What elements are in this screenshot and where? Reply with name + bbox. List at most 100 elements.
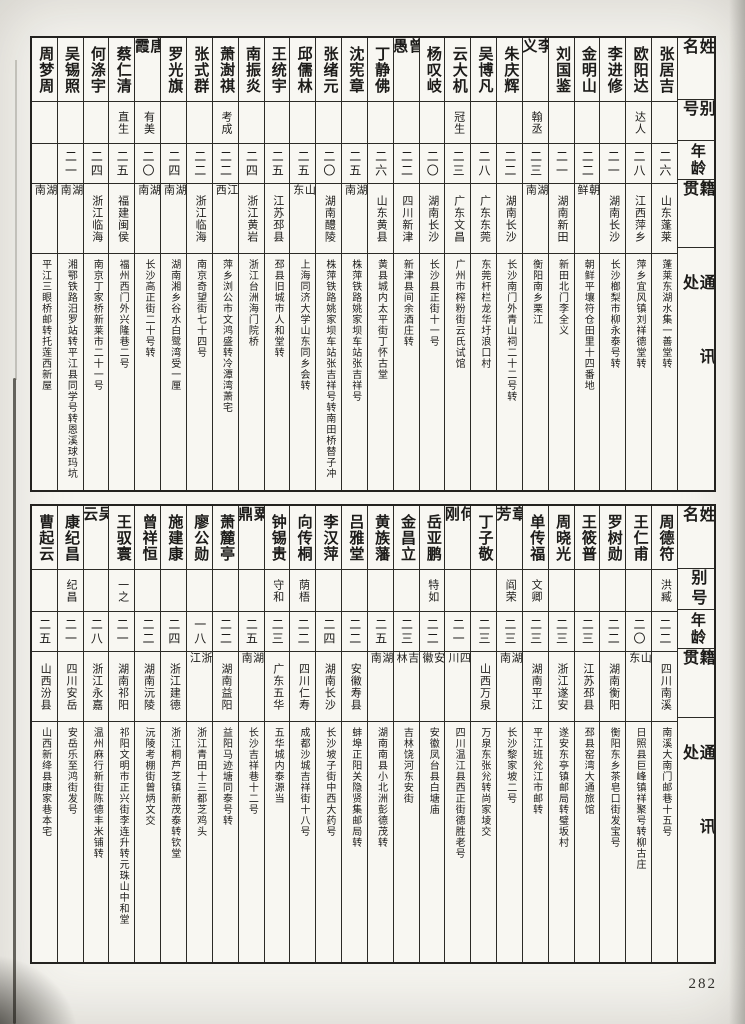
entry-name: 周德符 [657,513,674,562]
entry-native-place-cell: 福建闽侯 [109,184,135,254]
entry-address: 浙江桐芦芝镇新茂泰转钦堂 [168,727,180,859]
directory-entry-column: 罗光旗 二四 湖南 湖南湘乡谷水白鹭湾受一厘 [160,38,186,490]
entry-age: 二二 [347,617,362,646]
entry-alias: 考成 [220,110,232,135]
entry-address-cell: 五华城内泰源当 [265,722,290,962]
entry-alias-cell [342,570,367,612]
entry-address-cell: 万泉东张兊转尚家堎交 [471,722,496,962]
entry-native-place-cell: 湖南 [161,184,186,254]
directory-entry-column: 金昌立 二三 吉林 吉林饶河东安街 [392,506,419,962]
entry-native-place: 浙江建德 [168,662,181,711]
directory-entry-column: 章芳 阎荣 二三 湖南 长沙黎家坡二号 [496,506,522,962]
entry-address: 湖南湘乡谷水白鹭湾受一厘 [168,259,180,391]
entry-name: 金明山 [579,45,596,94]
entry-address-cell: 安徽凤台县白塘庙 [420,722,445,962]
entry-name: 钟锡贵 [269,513,286,562]
entry-address-cell: 长沙吉祥巷十二号 [239,722,264,962]
entry-alias-cell [367,102,393,144]
entry-alias-cell [548,102,574,144]
entry-native-place-cell: 山东 [626,652,652,722]
entry-alias-cell [393,102,419,144]
entry-address-cell: 湘鄂铁路汨罗站转平江县同学号转恩溪球玛坑 [58,254,83,490]
entry-native-place-cell: 湖南长沙 [497,184,522,254]
entry-native-place: 四川新津 [400,194,413,243]
entry-age: 二一 [451,617,466,646]
entry-alias-cell [497,102,522,144]
entry-alias-cell [186,102,212,144]
entry-native-place: 浙江临海 [90,194,103,243]
entry-address: 上海同济大学山东同乡会转 [298,259,310,391]
entry-age: 二八 [476,149,491,178]
directory-entry-column: 沈宪章 二五 湖南 株萍铁路姚家坝车站张吉祥号 [341,38,367,490]
entry-address: 新津县间余酒庄转 [401,259,413,347]
entry-native-place: 湖南 [33,184,57,219]
entry-address: 湖南南县小北洲彭德茂转 [375,727,387,848]
entry-address: 东莞杆栏龙华圩浪口村 [478,259,490,369]
entry-address-cell: 萍乡宜风镇刘祥德堂转 [626,254,651,490]
scan-corner-smudge [0,956,76,1024]
entry-native-place-cell: 四川 [445,652,471,722]
entry-native-place: 江西萍乡 [633,194,646,243]
directory-entry-column: 岳亚鹏 特如 二二 安徽 安徽凤台县白塘庙 [418,506,445,962]
entry-name-cell: 向传桐 [290,506,316,570]
entry-native-place-cell: 湖南新田 [548,184,574,254]
entry-name-cell: 康纪昌 [57,506,83,570]
entry-alias-cell: 纪昌 [57,570,83,612]
entry-address-cell: 湖南南县小北洲彭德茂转 [368,722,393,962]
entry-native-place-cell: 安徽寿县 [342,652,367,722]
entry-age-cell: 二三 [393,612,419,652]
entry-age-cell: 二〇 [419,144,445,184]
directory-entry-column: 王统宇 二五 江苏邳县 邳县旧城市人和堂转 [263,38,290,490]
entry-age: 二六 [657,149,672,178]
entry-address: 蚌埠正阳关隐贤集邮局转 [349,727,361,848]
entry-alias-cell [83,102,109,144]
entry-address: 万泉东张兊转尚家堎交 [478,727,490,837]
entry-native-place: 湖南 [524,184,548,219]
entry-native-place-cell: 朝鲜 [574,184,600,254]
entry-alias: 特如 [426,578,439,603]
entry-age: 二三 [502,617,517,646]
entry-native-place-cell: 江西萍乡 [626,184,652,254]
directory-entry-column: 周梦周 湖南 平江三眼桥邮转托莲西新屋 [31,38,57,490]
entry-age-cell: 二二 [212,144,238,184]
entry-alias-cell [342,102,367,144]
entry-name-cell: 周梦周 [31,38,57,102]
directory-entry-column: 唐霞 有美 二〇 湖南 长沙高正街二十号转 [134,38,161,490]
entry-age: 二二 [502,149,517,178]
entry-alias: 纪昌 [64,578,77,603]
entry-address-cell: 浙江桐芦芝镇新茂泰转钦堂 [161,722,186,962]
entry-address-cell: 上海同济大学山东同乡会转 [290,254,315,490]
directory-entry-column: 云大机 冠生 二三 广东文昌 广州市榨粉街云氏试馆 [444,38,471,490]
entry-age-cell: 二一 [57,144,83,184]
entry-native-place-cell: 四川安岳 [57,652,83,722]
entry-age-cell: 二三 [548,612,574,652]
entry-age-cell: 二四 [83,144,109,184]
entry-name: 唐霞 [135,38,161,71]
entry-native-place-cell: 浙江 [186,652,212,722]
entry-address: 南京丁家桥新莱市二十一号 [91,259,103,391]
entry-alias-cell [316,102,342,144]
directory-entry-column: 周晓光 二三 浙江遂安 遂安东亭镇邮局转璧坂村 [547,506,574,962]
directory-entry-column: 欧阳达 达人 二八 江西萍乡 萍乡宜风镇刘祥德堂转 [625,38,652,490]
table-header-column: 姓名 别号 年龄 籍贯 通讯处 [677,38,714,490]
entry-address: 株萍铁路姚家坝车站张吉祥号 [349,259,361,402]
entry-name-cell: 萧麓亭 [212,506,238,570]
entry-name: 萧澍祺 [218,45,235,94]
entry-name-cell: 朱庆辉 [497,38,522,102]
entry-native-place: 广东东莞 [478,194,491,243]
entry-name: 丁子敬 [476,513,493,562]
entry-name-cell: 杨叹岐 [419,38,445,102]
entry-address: 朝鲜平壤符仓田里十四番地 [582,259,594,391]
entry-age-cell: 一八 [186,612,212,652]
entry-native-place-cell: 浙江黄岩 [238,184,264,254]
entry-age: 二二 [580,149,595,178]
entry-address: 长沙南门外青山祠二十二号转 [504,259,516,402]
entry-native-place-cell: 四川南溪 [652,652,677,722]
entry-address-cell: 安岳乐至鸿街发号 [58,722,83,962]
entry-address-cell: 长沙县正街十一号 [420,254,445,490]
entry-native-place: 广东五华 [271,662,284,711]
header-alias: 别号 [678,100,714,142]
directory-entry-column: 周德符 洪臧 二二 四川南溪 南溪大南门邮巷十五号 [651,506,677,962]
entry-native-place-cell: 湖南祁阳 [109,652,135,722]
entry-name: 吴锡照 [63,45,80,94]
